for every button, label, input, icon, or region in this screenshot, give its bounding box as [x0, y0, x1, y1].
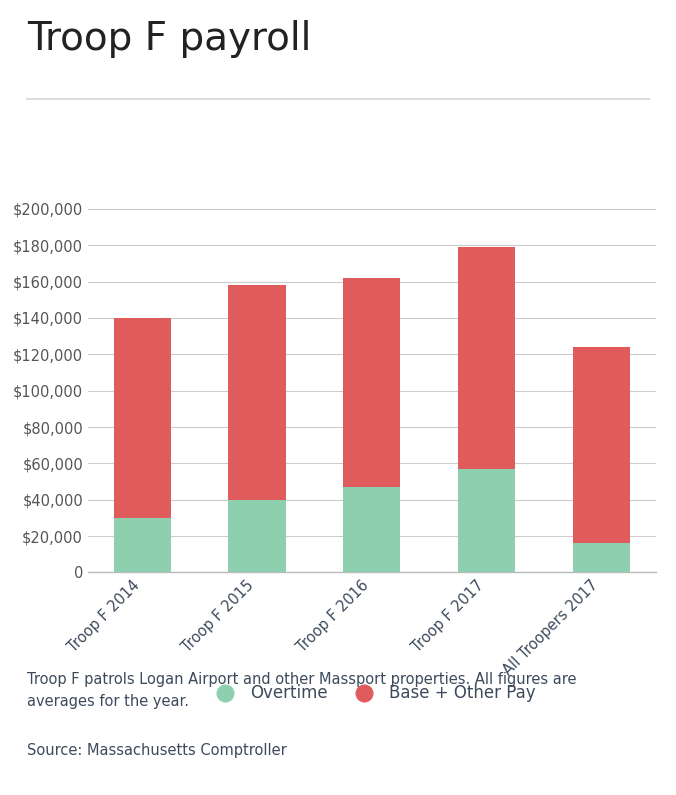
Bar	[114, 518, 171, 572]
Bar	[458, 469, 515, 572]
Legend: Overtime, Base + Other Pay: Overtime, Base + Other Pay	[201, 678, 542, 709]
Bar	[343, 487, 400, 572]
Text: Troop F payroll: Troop F payroll	[27, 20, 312, 58]
Bar	[573, 347, 630, 543]
Bar	[573, 543, 630, 572]
Bar	[343, 278, 400, 487]
Text: Troop F patrols Logan Airport and other Massport properties. All figures are
ave: Troop F patrols Logan Airport and other …	[27, 672, 577, 709]
Bar	[458, 247, 515, 469]
Text: Source: Massachusetts Comptroller: Source: Massachusetts Comptroller	[27, 743, 287, 758]
Bar	[228, 285, 286, 500]
Bar	[114, 318, 171, 518]
Bar	[228, 500, 286, 572]
